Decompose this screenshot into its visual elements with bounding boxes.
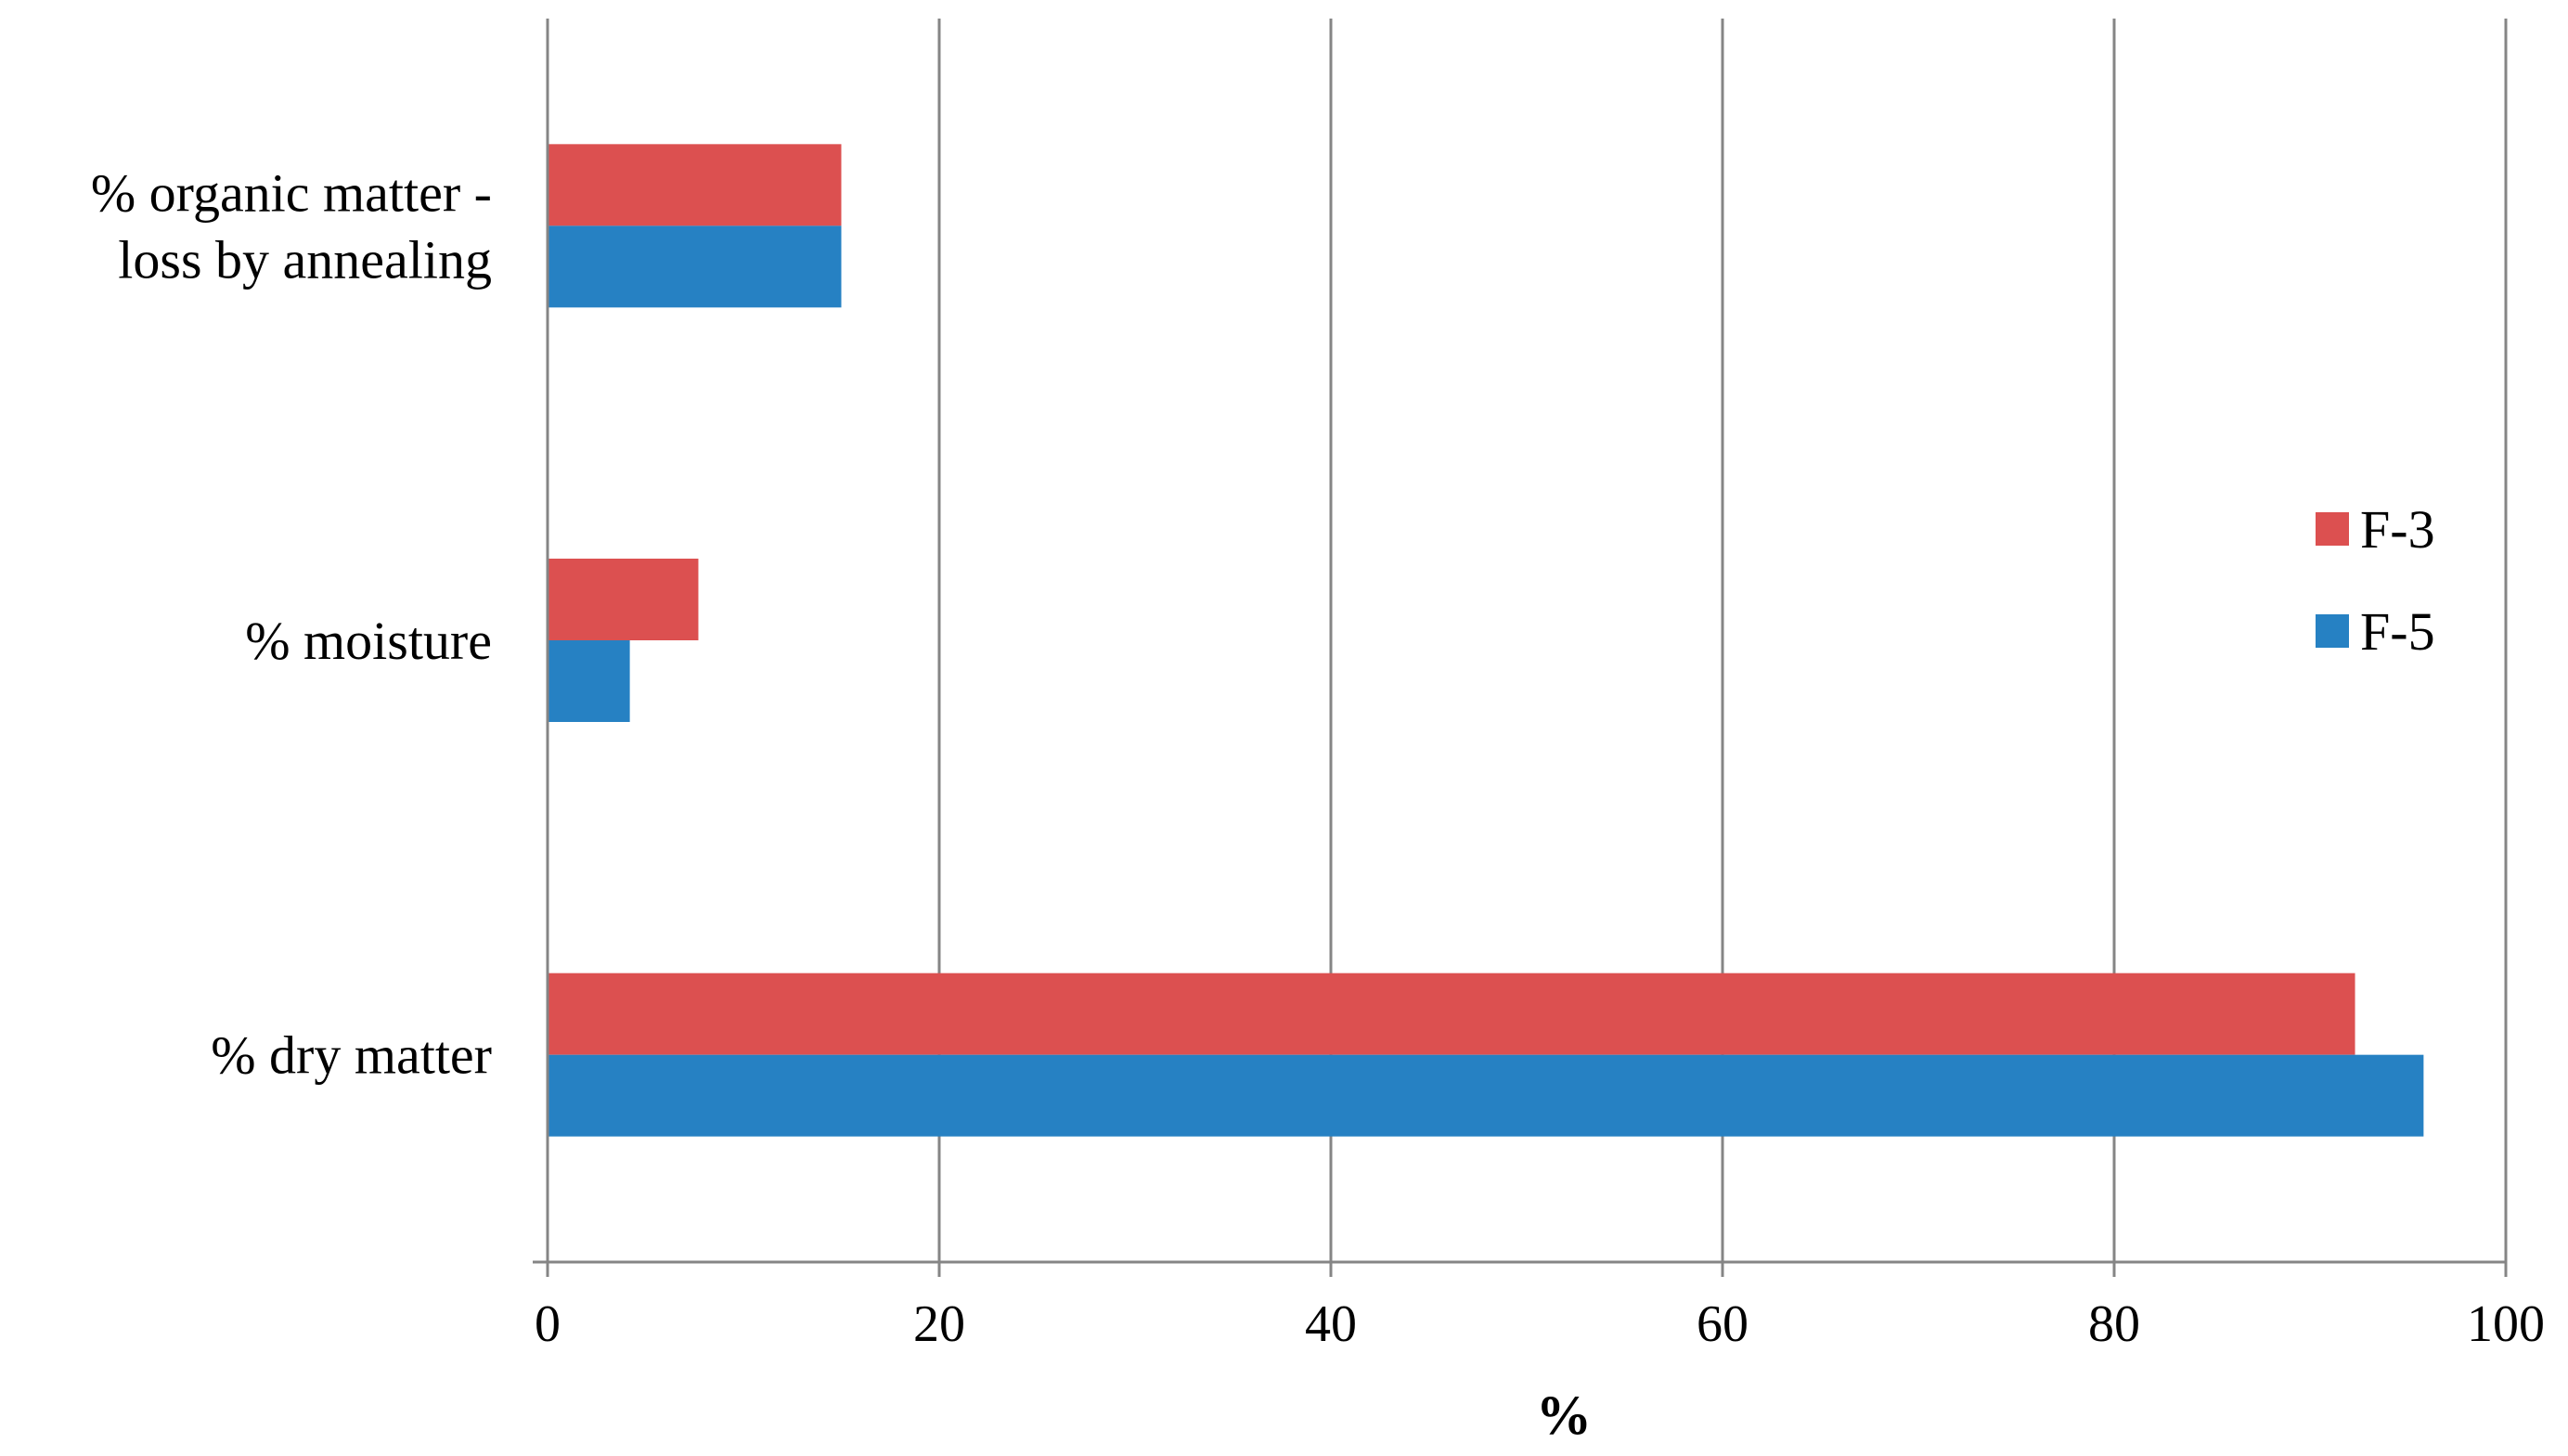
x-tick-label: 20 <box>913 1295 965 1353</box>
x-tick-label: 40 <box>1305 1295 1357 1353</box>
bar-f-3-0 <box>548 144 842 226</box>
category-label: % dry matter <box>211 1025 492 1086</box>
legend-swatch-f-3 <box>2316 512 2349 546</box>
x-tick-label: 0 <box>535 1295 561 1353</box>
legend-label-f-3: F-3 <box>2360 499 2435 560</box>
bar-f-5-0 <box>548 225 842 308</box>
category-label: % moisture <box>245 611 492 671</box>
category-labels: % organic matter -loss by annealing % moi… <box>91 162 492 1085</box>
x-tick-label: 80 <box>2088 1295 2140 1353</box>
bars <box>548 144 2424 1137</box>
x-axis-title: % <box>1536 1385 1592 1446</box>
legend-label-f-5: F-5 <box>2360 601 2435 662</box>
legend-swatch-f-5 <box>2316 614 2349 648</box>
x-tick-labels: 0 20 40 60 80 100 <box>535 1295 2545 1353</box>
axes <box>533 19 2508 1277</box>
category-label: loss by annealing <box>118 229 492 290</box>
legend: F-3 F-5 <box>2316 499 2435 662</box>
bar-f-5-2 <box>548 1054 2424 1137</box>
category-label: % organic matter - <box>91 162 492 223</box>
bar-f-5-1 <box>548 640 630 722</box>
bar-f-3-1 <box>548 559 699 640</box>
bar-f-3-2 <box>548 973 2355 1055</box>
x-tick-label: 100 <box>2467 1295 2545 1353</box>
x-tick-label: 60 <box>1697 1295 1749 1353</box>
